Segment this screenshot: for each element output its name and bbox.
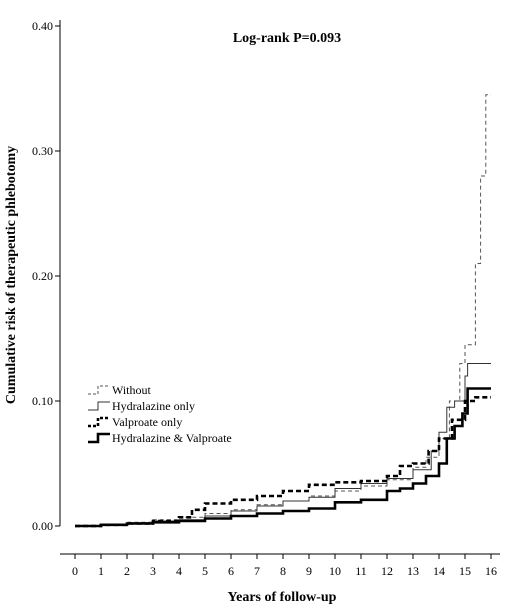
y-tick-label-0.20: 0.20 xyxy=(32,269,53,283)
legend-label-0: Without xyxy=(112,383,152,397)
x-tick-label-0: 0 xyxy=(72,564,78,578)
legend-swatch-2 xyxy=(88,416,110,428)
x-tick-label-9: 9 xyxy=(306,564,312,578)
y-tick-label-0.40: 0.40 xyxy=(32,19,53,33)
y-tick-label-0.00: 0.00 xyxy=(32,519,53,533)
x-tick-label-14: 14 xyxy=(433,564,445,578)
legend-swatch-1 xyxy=(88,401,110,411)
x-tick-label-15: 15 xyxy=(459,564,471,578)
x-tick-label-4: 4 xyxy=(176,564,182,578)
y-axis-title: Cumulative risk of therapeutic phlebotom… xyxy=(4,146,19,404)
x-tick-label-13: 13 xyxy=(407,564,419,578)
x-tick-label-6: 6 xyxy=(228,564,234,578)
legend-swatch-3 xyxy=(88,432,110,444)
x-tick-label-1: 1 xyxy=(98,564,104,578)
x-axis-title: Years of follow-up xyxy=(228,590,337,605)
plot-area: 0.000.100.200.300.400 1 2 3 4 5 6 7 8 9 10 11 12 13 14… xyxy=(32,19,500,578)
legend-swatch-0 xyxy=(88,385,110,395)
y-tick-label-0.10: 0.10 xyxy=(32,394,53,408)
legend-label-2: Valproate only xyxy=(112,415,182,429)
y-tick-label-0.30: 0.30 xyxy=(32,144,53,158)
x-tick-label-11: 11 xyxy=(355,564,367,578)
x-tick-label-5: 5 xyxy=(202,564,208,578)
x-tick-label-10: 10 xyxy=(329,564,341,578)
x-tick-label-8: 8 xyxy=(280,564,286,578)
legend-label-1: Hydralazine only xyxy=(112,399,195,413)
x-tick-label-2: 2 xyxy=(124,564,130,578)
x-tick-label-16: 16 xyxy=(485,564,497,578)
x-tick-label-7: 7 xyxy=(254,564,260,578)
legend-label-3: Hydralazine & Valproate xyxy=(112,431,232,445)
series-line-3 xyxy=(75,387,491,528)
log-rank-annotation: Log-rank P=0.093 xyxy=(233,31,341,46)
x-tick-label-3: 3 xyxy=(150,564,156,578)
x-tick-label-12: 12 xyxy=(381,564,393,578)
